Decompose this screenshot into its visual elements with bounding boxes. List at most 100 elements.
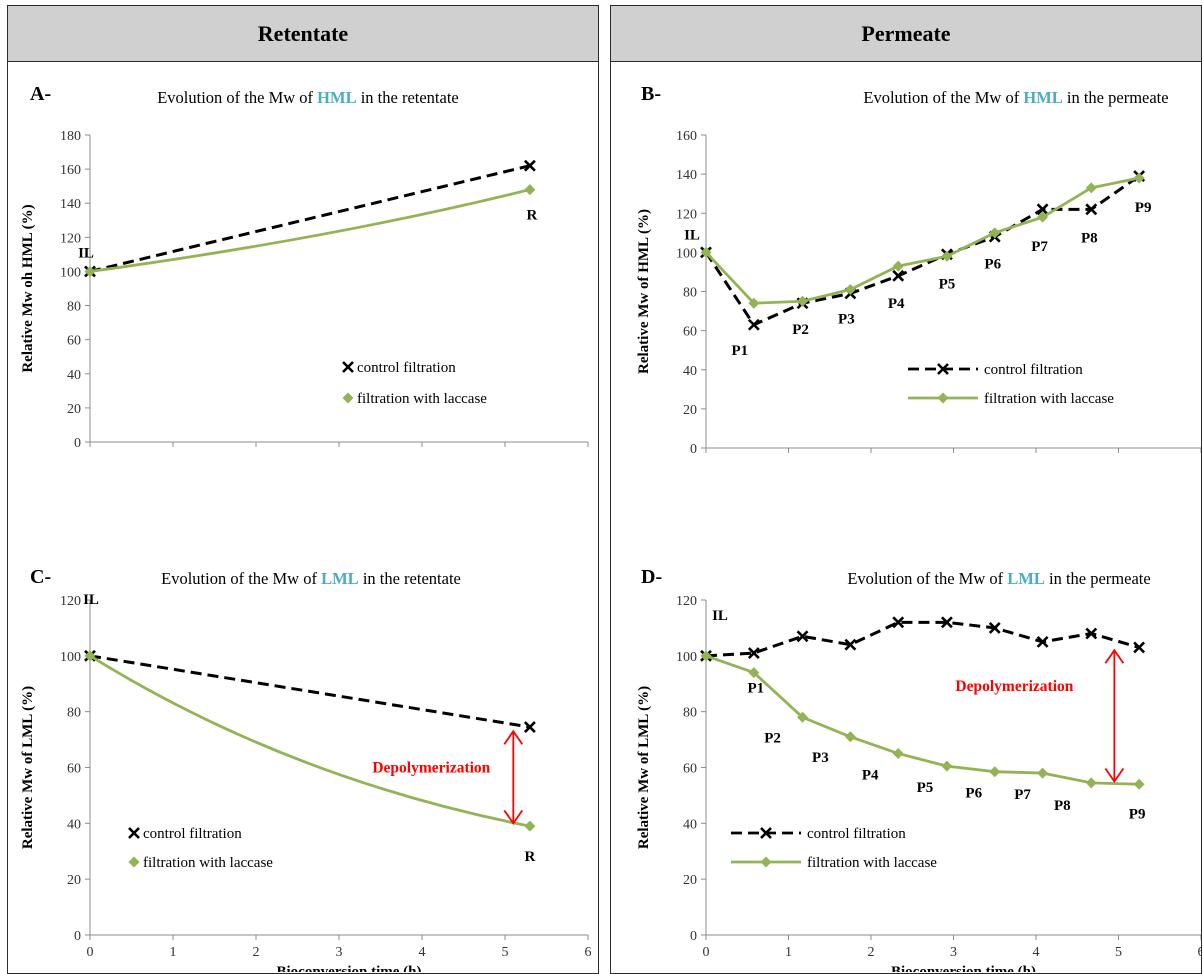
legend-label-laccase: filtration with laccase [143, 855, 273, 871]
permeate-header: Permeate [611, 6, 1201, 62]
x-tick-label: 3 [950, 945, 957, 960]
y-tick-label: 0 [74, 929, 81, 944]
series-line-control [705, 620, 1140, 658]
chart-title-b: Evolution of the Mw of HML in the permea… [863, 88, 1168, 107]
data-point-control [796, 630, 809, 643]
x-tick-label: 1 [785, 945, 792, 960]
retentate-column: Retentate A- Evolution of the Mw of HML i… [7, 5, 599, 974]
y-tick-label: 140 [676, 168, 697, 183]
data-point-laccase [84, 650, 96, 662]
point-label: P9 [1129, 806, 1146, 822]
y-tick-label: 20 [67, 402, 81, 417]
chart-c-lml-retentate: C- Evolution of the Mw of LML in the rete… [20, 566, 592, 972]
data-point-control [1036, 635, 1049, 648]
point-label: P8 [1081, 230, 1098, 246]
y-axis-label-a: Relative Mw oh HML (%) [20, 204, 36, 372]
y-tick-label: 60 [683, 762, 697, 777]
data-point-control [1036, 203, 1049, 216]
data-point-laccase [1133, 778, 1145, 790]
y-tick-label: 120 [676, 594, 697, 609]
data-point-laccase [941, 760, 953, 772]
chart-a-hml-retentate: A- Evolution of the Mw of HML in the rete… [20, 83, 592, 454]
legend-label-laccase: filtration with laccase [807, 855, 937, 871]
point-label: P9 [1135, 200, 1152, 216]
data-point-laccase [700, 650, 712, 662]
x-tick-label: 2 [868, 945, 875, 960]
y-tick-label: 100 [676, 246, 697, 261]
title-part-pre: Evolution of the Mw of [847, 569, 1007, 588]
point-label: P2 [764, 730, 781, 746]
title-part-post: in the permeate [1045, 569, 1151, 588]
title-part-emph: LML [1007, 569, 1045, 588]
title-part-emph: LML [321, 569, 359, 588]
title-part-emph: HML [317, 88, 356, 107]
y-tick-label: 40 [67, 368, 81, 383]
x-axis-label-d: Bioconversion time (h) [891, 964, 1036, 972]
point-label: P5 [917, 780, 934, 796]
title-part-pre: Evolution of the Mw of [157, 88, 317, 107]
legend-label-control: control filtration [984, 362, 1083, 378]
data-point-laccase [797, 711, 809, 723]
title-part-post: in the retentate [357, 88, 459, 107]
panel-label-d: D- [641, 566, 662, 588]
y-axis-label-b: Relative Mw of HML (%) [636, 209, 652, 374]
y-tick-label: 20 [67, 873, 81, 888]
data-point-laccase [797, 295, 809, 307]
legend-marker-laccase [937, 392, 949, 404]
y-tick-label: 180 [60, 129, 81, 144]
series-line-laccase [89, 188, 531, 273]
legend-label-control: control filtration [357, 360, 456, 376]
y-tick-label: 40 [683, 364, 697, 379]
legend-marker-laccase [128, 856, 140, 868]
x-tick-label: 2 [253, 945, 260, 960]
data-point-control [892, 616, 905, 629]
series-line-laccase [704, 176, 1140, 305]
title-part-pre: Evolution of the Mw of [161, 569, 321, 588]
x-tick-label: 0 [87, 452, 94, 454]
point-label: P4 [888, 296, 905, 312]
chart-title-d: Evolution of the Mw of LML in the permea… [847, 569, 1150, 588]
point-label: IL [684, 227, 700, 243]
legend-label-laccase: filtration with laccase [984, 391, 1114, 407]
panel-label-c: C- [30, 566, 51, 588]
data-point-laccase [700, 246, 712, 258]
data-point-control [523, 159, 536, 172]
point-label: P7 [1014, 787, 1031, 803]
point-label: P4 [862, 768, 879, 784]
point-label: IL [83, 592, 99, 608]
depolymerization-label: Depolymerization [955, 678, 1073, 695]
y-tick-label: 0 [74, 436, 81, 451]
point-label: P3 [838, 311, 855, 327]
y-tick-label: 20 [683, 873, 697, 888]
point-label: R [524, 849, 535, 865]
data-point-laccase [524, 820, 536, 832]
data-point-control [1085, 203, 1098, 216]
title-part-pre: Evolution of the Mw of [863, 88, 1023, 107]
data-point-laccase [844, 284, 856, 296]
y-tick-label: 40 [67, 817, 81, 832]
point-label: P5 [939, 276, 956, 292]
data-point-laccase [892, 260, 904, 272]
x-tick-label: 4 [1033, 945, 1040, 960]
data-point-control [747, 318, 760, 331]
y-tick-label: 20 [683, 403, 697, 418]
x-tick-label: 5 [502, 945, 509, 960]
data-point-laccase [989, 227, 1001, 239]
y-tick-label: 0 [690, 929, 697, 944]
x-tick-label: 2 [253, 452, 260, 454]
y-axis-label-d: Relative Mw of LML (%) [636, 686, 652, 849]
point-label: P6 [965, 786, 982, 802]
y-tick-label: 60 [67, 334, 81, 349]
data-point-laccase [84, 265, 96, 277]
permeate-column: Permeate B- Evolution of the Mw of HML in… [610, 5, 1202, 974]
y-tick-label: 120 [60, 231, 81, 246]
y-tick-label: 120 [676, 207, 697, 222]
y-tick-label: 40 [683, 817, 697, 832]
y-tick-label: 160 [60, 163, 81, 178]
chart-b-hml-permeate: B- Evolution of the Mw of HML in the perm… [636, 83, 1201, 454]
legend-marker-laccase [760, 856, 772, 868]
x-tick-label: 5 [1115, 945, 1122, 960]
data-point-laccase [1085, 777, 1097, 789]
data-point-control [747, 647, 760, 659]
x-tick-label: 6 [585, 945, 592, 960]
